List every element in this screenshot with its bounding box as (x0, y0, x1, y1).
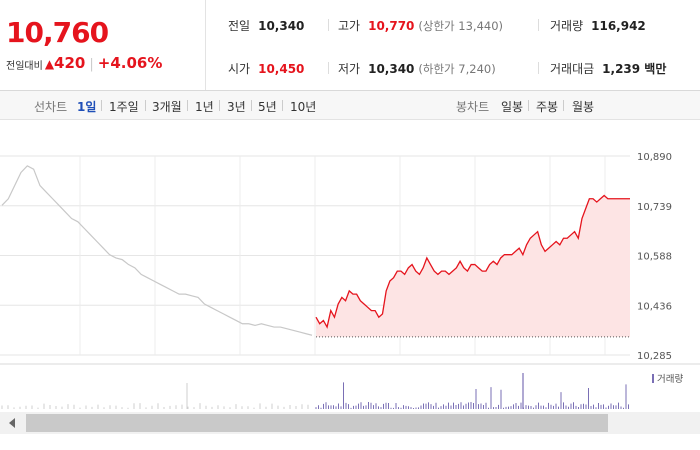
price-chart[interactable]: 10,890 10,739 10,588 10,436 10,285 거래량 (0, 120, 700, 412)
period-1d-tab[interactable]: 1일 (77, 100, 97, 114)
upper-limit: (상한가 13,440) (418, 19, 504, 33)
open-value: 10,450 (258, 62, 305, 76)
diff-percent: +4.06% (97, 54, 163, 72)
volume-value: 116,942 (591, 19, 646, 33)
open-label: 시가 (228, 62, 251, 76)
amount-value: 1,239 백만 (602, 62, 667, 76)
period-3m-tab[interactable]: 3개월 (152, 100, 182, 114)
low-value: 10,340 (368, 62, 415, 76)
high-label: 고가 (338, 19, 361, 33)
stat-high: 고가 10,770 (상한가 13,440) (338, 17, 503, 34)
prev-close-label: 전일 (228, 19, 251, 33)
period-3y-tab[interactable]: 3년 (227, 100, 246, 114)
divider (251, 100, 252, 111)
stat-open: 시가 10,450 (228, 60, 304, 77)
chart-toolbar: 선차트 1일 1주일 3개월 1년 3년 5년 10년 봉차트 일봉 주봉 월봉 (0, 91, 700, 120)
divider (328, 62, 329, 74)
high-value: 10,770 (368, 19, 415, 33)
candle-weekly-tab[interactable]: 주봉 (536, 100, 559, 114)
volume-legend-label: 거래량 (657, 373, 683, 385)
price-box: 10,760 전일대비 ▲420 | +4.06% (0, 0, 206, 90)
diff-value: 420 (54, 54, 86, 72)
prev-close-value: 10,340 (258, 19, 305, 33)
diff-separator: | (89, 57, 94, 72)
diff-label: 전일대비 (6, 61, 43, 72)
y-tick-label: 10,890 (637, 152, 672, 163)
candle-monthly-tab[interactable]: 월봉 (572, 100, 595, 114)
candle-daily-tab[interactable]: 일봉 (501, 100, 524, 114)
stat-low: 저가 10,340 (하한가 7,240) (338, 60, 496, 77)
divider (538, 62, 539, 74)
stat-prev-close: 전일 10,340 (228, 17, 304, 34)
divider (528, 100, 529, 111)
up-arrow-icon: ▲ (44, 57, 55, 71)
price-area-fill (316, 195, 630, 337)
divider (145, 100, 146, 111)
amount-label: 거래대금 (550, 62, 595, 76)
volume-label: 거래량 (550, 19, 584, 33)
current-price: 10,760 (6, 16, 109, 49)
prev-day-price-line (1, 165, 313, 336)
price-change: 전일대비 ▲420 | +4.06% (6, 54, 162, 72)
chart-scrollbar[interactable] (0, 412, 700, 434)
period-5y-tab[interactable]: 5년 (258, 100, 277, 114)
stat-volume: 거래량 116,942 (550, 17, 646, 34)
divider (101, 100, 102, 111)
lower-limit: (하한가 7,240) (418, 62, 496, 76)
period-10y-tab[interactable]: 10년 (290, 100, 317, 114)
period-1y-tab[interactable]: 1년 (195, 100, 214, 114)
divider (563, 100, 564, 111)
divider (219, 100, 220, 111)
today-price-line (315, 194, 630, 329)
period-1w-tab[interactable]: 1주일 (109, 100, 139, 114)
quote-header: 10,760 전일대비 ▲420 | +4.06% 전일 10,340 고가 10,770… (0, 0, 700, 91)
divider (282, 100, 283, 111)
line-chart-label: 선차트 (34, 100, 68, 114)
y-tick-label: 10,285 (637, 351, 672, 362)
y-tick-label: 10,739 (637, 202, 672, 213)
divider (187, 100, 188, 111)
y-tick-label: 10,588 (637, 252, 672, 263)
y-tick-label: 10,436 (637, 301, 672, 312)
stat-amount: 거래대금 1,239 백만 (550, 60, 666, 77)
scrollbar-thumb[interactable] (26, 414, 608, 432)
candle-chart-label: 봉차트 (456, 100, 490, 114)
divider (538, 19, 539, 31)
low-label: 저가 (338, 62, 361, 76)
volume-legend-swatch (652, 374, 654, 383)
divider (328, 19, 329, 31)
scroll-left-arrow-icon[interactable] (9, 418, 15, 428)
